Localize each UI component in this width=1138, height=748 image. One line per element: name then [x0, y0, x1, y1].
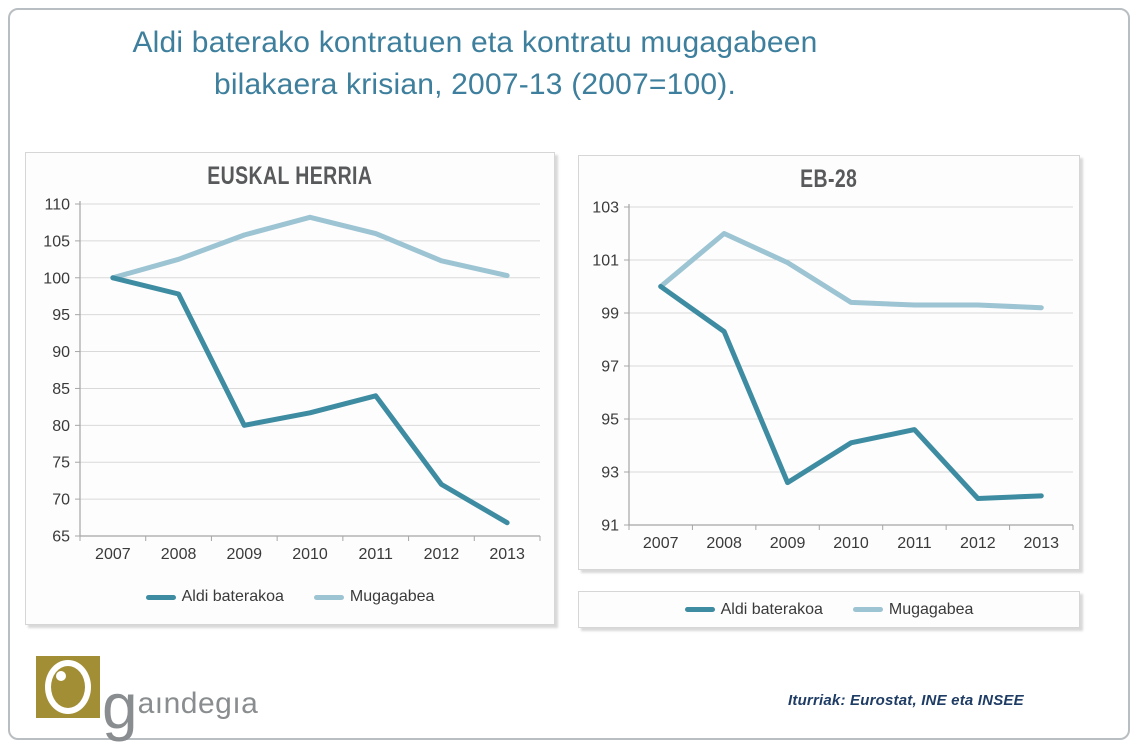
slide-title-line2: bilakaera krisian, 2007-13 (2007=100). [213, 68, 737, 101]
svg-text:110: 110 [44, 197, 70, 214]
svg-text:105: 105 [43, 233, 70, 250]
svg-text:99: 99 [601, 306, 619, 323]
source-note: Iturriak: Eurostat, INE eta INSEE [788, 692, 1024, 709]
svg-text:2008: 2008 [706, 535, 742, 552]
eb28-line-chart: 91 93 95 97 99 101 103 2007 2008 2009 2010 2011 2012… [592, 200, 1074, 552]
chart-title-eb28: EB-28 [800, 165, 858, 193]
legend-line-swatch [145, 594, 176, 600]
euskal-herria-line-chart: 65 70 75 80 85 90 95 100 105 110 2007 2008 2009 2010 2… [43, 197, 541, 563]
legend-label: Aldi baterakoa [181, 588, 284, 605]
legend-label: Mugagabea [349, 588, 435, 605]
svg-text:2010: 2010 [833, 535, 869, 552]
svg-text:65: 65 [52, 529, 70, 546]
legend-item: Aldi baterakoa [684, 600, 823, 619]
eb28-legend-box: Aldi baterakoa Mugagabea [578, 591, 1080, 628]
svg-text:101: 101 [592, 253, 619, 270]
chart-card-eb28: EB-28 91 93 95 97 99 101 103 2007 2008 2009 2010 20… [578, 155, 1080, 570]
eb28-legend: Aldi baterakoa Mugagabea [579, 592, 1079, 627]
legend-line-swatch [852, 607, 883, 612]
svg-text:70: 70 [52, 492, 70, 509]
svg-text:95: 95 [52, 307, 70, 324]
legend-item: Aldi baterakoa [145, 588, 284, 606]
svg-text:2011: 2011 [897, 535, 932, 552]
svg-text:95: 95 [601, 412, 619, 429]
legend-item: Mugagabea [313, 588, 435, 606]
legend-line-swatch [684, 607, 715, 612]
logo-text-rest: aındegıa [137, 687, 259, 720]
legend-label: Mugagabea [888, 600, 974, 618]
svg-text:2013: 2013 [489, 546, 525, 563]
slide-title: Aldi baterako kontratuen eta kontratu mu… [0, 22, 950, 106]
euskal-herria-legend: Aldi baterakoa Mugagabea [26, 570, 554, 624]
svg-text:2012: 2012 [424, 546, 460, 563]
svg-text:2010: 2010 [292, 546, 328, 563]
chart-card-euskal-herria: EUSKAL HERRIA 65 70 75 80 85 90 95 100 105 110 200… [25, 152, 555, 625]
svg-text:2009: 2009 [770, 535, 806, 552]
svg-text:97: 97 [601, 359, 619, 376]
svg-text:103: 103 [592, 200, 619, 217]
svg-text:2007: 2007 [643, 535, 679, 552]
svg-text:93: 93 [601, 465, 619, 482]
svg-text:91: 91 [601, 518, 619, 535]
legend-label: Aldi baterakoa [720, 600, 823, 618]
svg-text:85: 85 [52, 381, 70, 398]
svg-text:80: 80 [52, 418, 70, 435]
legend-item: Mugagabea [852, 600, 974, 619]
gaindegia-logo-icon [36, 656, 100, 718]
gaindegia-logo: g aındegıa [36, 656, 259, 738]
svg-text:100: 100 [43, 270, 70, 287]
chart-title-euskal-herria: EUSKAL HERRIA [207, 162, 373, 190]
svg-text:2011: 2011 [359, 546, 394, 563]
svg-text:2007: 2007 [95, 546, 131, 563]
svg-text:90: 90 [52, 344, 70, 361]
legend-line-swatch [313, 594, 344, 600]
slide-title-line1: Aldi baterako kontratuen eta kontratu mu… [132, 26, 818, 59]
svg-text:2008: 2008 [161, 546, 197, 563]
svg-text:2013: 2013 [1023, 535, 1059, 552]
svg-text:2009: 2009 [226, 546, 262, 563]
svg-text:75: 75 [52, 455, 70, 472]
svg-text:2012: 2012 [960, 535, 996, 552]
logo-text-g: g [102, 670, 138, 742]
